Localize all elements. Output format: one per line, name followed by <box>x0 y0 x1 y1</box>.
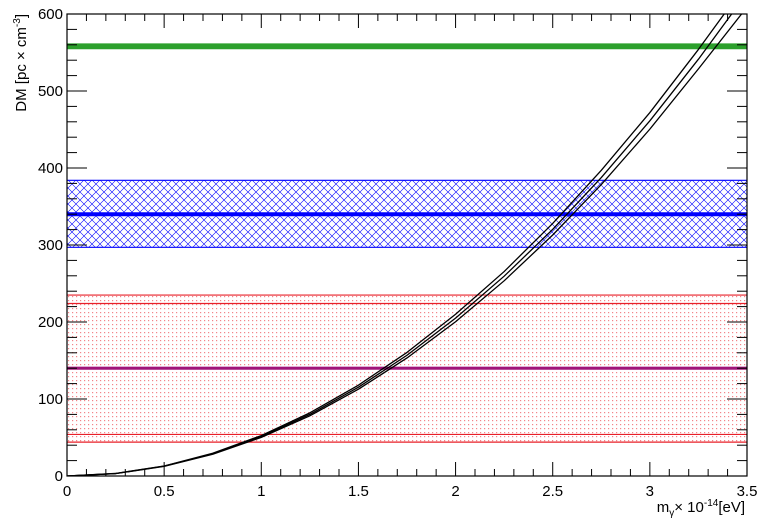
x-tick-label: 3.5 <box>737 483 758 500</box>
x-tick-label: 3 <box>646 483 654 500</box>
y-axis-title: DM [pc × cm-3] <box>12 14 30 112</box>
y-tick-label: 600 <box>38 6 63 23</box>
y-tick-label: 500 <box>38 83 63 100</box>
band-4 <box>67 366 747 370</box>
x-axis-title: mγ× 10-14[eV] <box>657 498 745 519</box>
x-tick-label: 2.5 <box>542 483 563 500</box>
y-tick-label: 200 <box>38 314 63 331</box>
x-tick-label: 1 <box>257 483 265 500</box>
curve-2 <box>67 14 743 476</box>
band-0 <box>67 43 747 50</box>
band-1 <box>67 179 747 248</box>
band-fill <box>67 366 747 370</box>
bands <box>67 43 747 443</box>
y-tick-label: 100 <box>38 391 63 408</box>
x-axis-ticks: 0 0.5 1 1.5 2 2.5 3 3.5 <box>63 14 758 500</box>
y-tick-label: 300 <box>38 237 63 254</box>
x-axis-title-exp: -14 <box>704 498 719 509</box>
x-tick-label: 2 <box>451 483 459 500</box>
y-tick-label: 0 <box>55 468 63 485</box>
y-tick-label: 400 <box>38 160 63 177</box>
x-tick-label: 0 <box>63 483 71 500</box>
x-tick-label: 0.5 <box>154 483 175 500</box>
band-3 <box>67 302 747 436</box>
curves <box>67 14 743 476</box>
x-axis-title-sub: γ <box>669 508 674 519</box>
y-axis-title-exp: -3 <box>12 18 23 27</box>
y-axis-ticks: 0 100 200 300 400 500 600 <box>38 6 747 485</box>
x-tick-label: 1.5 <box>348 483 369 500</box>
